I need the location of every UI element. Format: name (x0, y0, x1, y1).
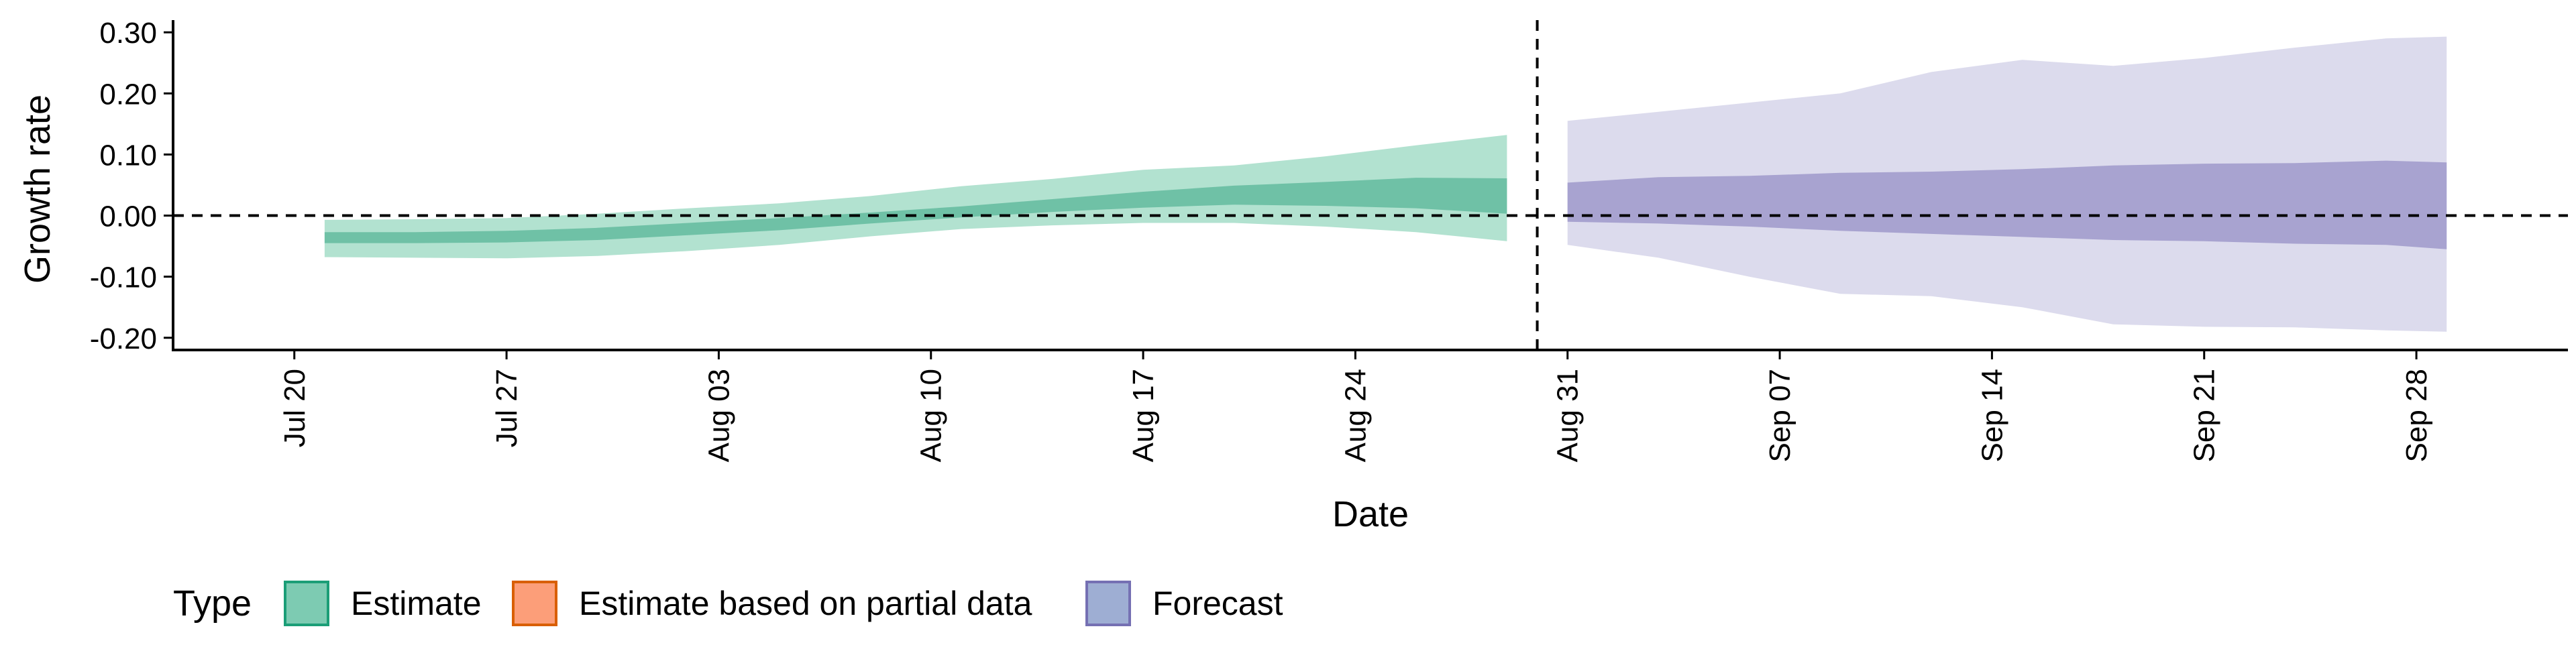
x-tick-label: Sep 28 (2400, 369, 2433, 462)
plot-area (173, 20, 2568, 350)
x-tick-label: Aug 03 (702, 369, 735, 462)
legend-swatch (1085, 581, 1131, 626)
x-tick-label: Sep 21 (2188, 369, 2221, 462)
legend-item-label: Estimate based on partial data (579, 585, 1032, 622)
x-tick-label: Jul 27 (490, 369, 523, 447)
legend-swatch (284, 581, 329, 626)
legend: Type Estimate Estimate based on partial d… (173, 581, 1283, 626)
x-tick-label: Sep 14 (1976, 369, 2008, 462)
x-axis-label: Date (1332, 494, 1409, 534)
x-tick-label: Jul 20 (278, 369, 311, 447)
y-tick-label: 0.20 (99, 78, 157, 111)
legend-title: Type (173, 583, 252, 624)
legend-item-label: Estimate (351, 585, 482, 622)
x-tick-label: Aug 24 (1339, 369, 1372, 462)
forecast-inner-band (1567, 160, 2447, 249)
x-tick-label: Aug 31 (1552, 369, 1585, 462)
y-tick-label: 0.30 (99, 17, 157, 50)
axes: 0.30 0.20 0.10 0.00 -0.10 -0.20 Jul 20 Jul 27 Au… (90, 17, 2568, 462)
x-tick-label: Aug 17 (1127, 369, 1160, 462)
y-tick-label: -0.10 (90, 261, 157, 294)
x-tick-label: Aug 10 (915, 369, 948, 462)
estimate-inner-band (324, 178, 1507, 243)
legend-item-label: Forecast (1152, 585, 1283, 622)
legend-swatch (512, 581, 557, 626)
x-tick-label: Sep 07 (1764, 369, 1796, 462)
y-tick-label: 0.10 (99, 139, 157, 172)
y-tick-label: 0.00 (99, 200, 157, 233)
y-axis-label: Growth rate (17, 95, 58, 284)
y-tick-label: -0.20 (90, 322, 157, 355)
